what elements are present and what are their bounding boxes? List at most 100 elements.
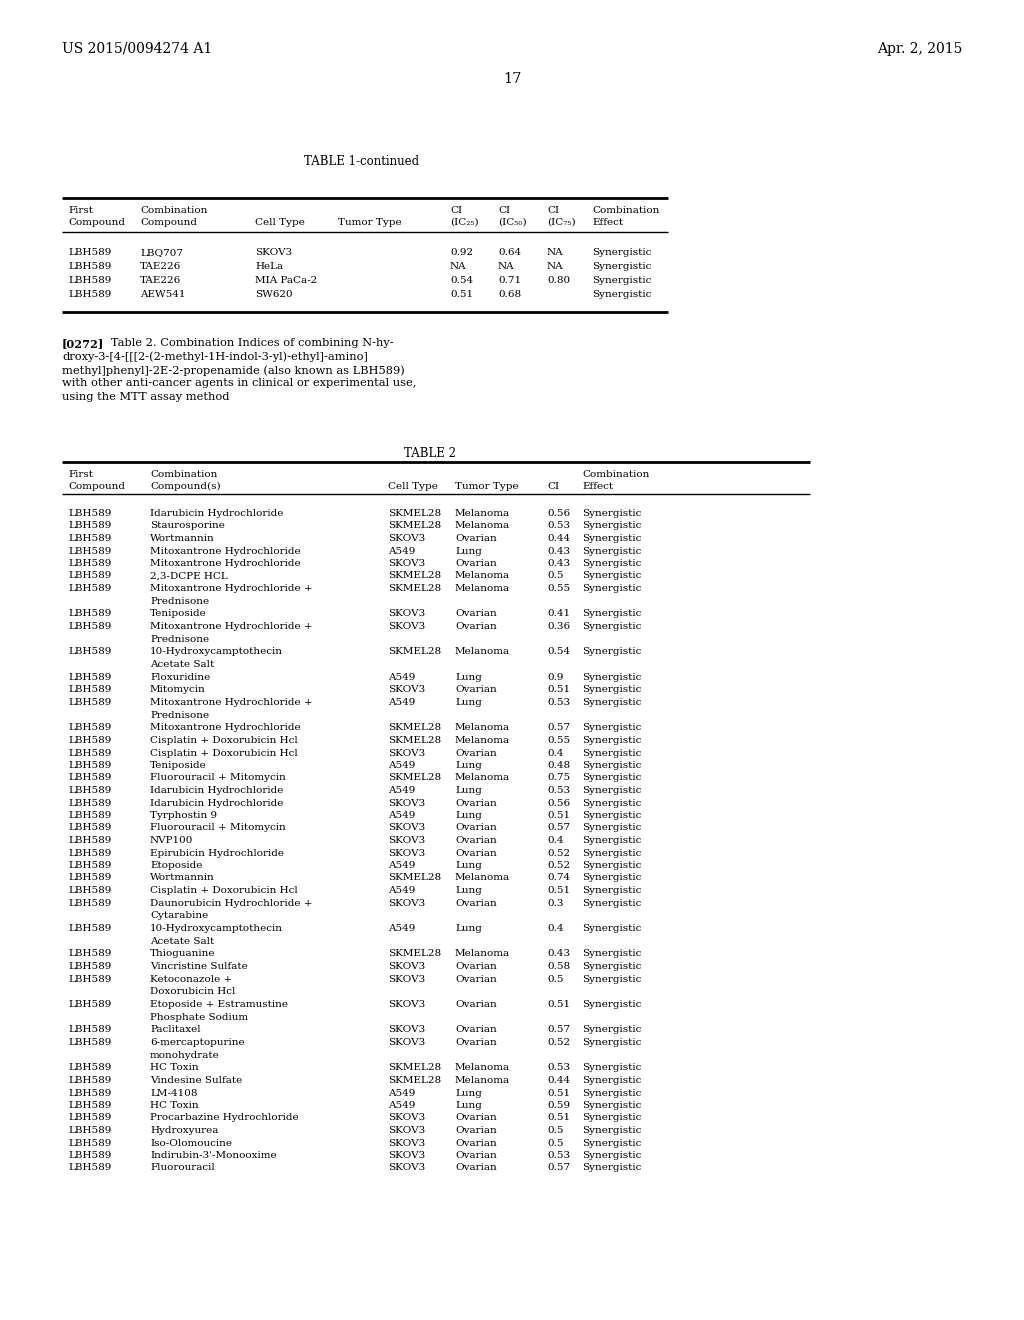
- Text: SKOV3: SKOV3: [388, 974, 425, 983]
- Text: Synergistic: Synergistic: [582, 849, 641, 858]
- Text: 0.59: 0.59: [547, 1101, 570, 1110]
- Text: Synergistic: Synergistic: [582, 1138, 641, 1147]
- Text: LBH589: LBH589: [68, 810, 112, 820]
- Text: LBH589: LBH589: [68, 836, 112, 845]
- Text: AEW541: AEW541: [140, 290, 185, 300]
- Text: Melanoma: Melanoma: [455, 521, 510, 531]
- Text: HC Toxin: HC Toxin: [150, 1064, 199, 1072]
- Text: SKMEL28: SKMEL28: [388, 572, 441, 581]
- Text: SKOV3: SKOV3: [388, 535, 425, 543]
- Text: Synergistic: Synergistic: [582, 673, 641, 682]
- Text: Idarubicin Hydrochloride: Idarubicin Hydrochloride: [150, 799, 284, 808]
- Text: 0.51: 0.51: [450, 290, 473, 300]
- Text: Idarubicin Hydrochloride: Idarubicin Hydrochloride: [150, 510, 284, 517]
- Text: Acetate Salt: Acetate Salt: [150, 660, 214, 669]
- Text: SKOV3: SKOV3: [388, 1026, 425, 1035]
- Text: US 2015/0094274 A1: US 2015/0094274 A1: [62, 42, 212, 55]
- Text: 0.5: 0.5: [547, 572, 563, 581]
- Text: Synergistic: Synergistic: [582, 572, 641, 581]
- Text: 0.48: 0.48: [547, 762, 570, 770]
- Text: LBH589: LBH589: [68, 1163, 112, 1172]
- Text: SKOV3: SKOV3: [388, 1163, 425, 1172]
- Text: Vincristine Sulfate: Vincristine Sulfate: [150, 962, 248, 972]
- Text: LBH589: LBH589: [68, 685, 112, 694]
- Text: LBH589: LBH589: [68, 762, 112, 770]
- Text: Synergistic: Synergistic: [582, 799, 641, 808]
- Text: 0.57: 0.57: [547, 723, 570, 733]
- Text: Ovarian: Ovarian: [455, 558, 497, 568]
- Text: Cisplatin + Doxorubicin Hcl: Cisplatin + Doxorubicin Hcl: [150, 886, 298, 895]
- Text: LBH589: LBH589: [68, 974, 112, 983]
- Text: LBH589: LBH589: [68, 748, 112, 758]
- Text: LBH589: LBH589: [68, 648, 112, 656]
- Text: Mitoxantrone Hydrochloride: Mitoxantrone Hydrochloride: [150, 558, 301, 568]
- Text: Wortmannin: Wortmannin: [150, 535, 215, 543]
- Text: NVP100: NVP100: [150, 836, 194, 845]
- Text: Synergistic: Synergistic: [582, 1114, 641, 1122]
- Text: LBH589: LBH589: [68, 1114, 112, 1122]
- Text: LBH589: LBH589: [68, 849, 112, 858]
- Text: Indirubin-3'-Monooxime: Indirubin-3'-Monooxime: [150, 1151, 276, 1160]
- Text: Idarubicin Hydrochloride: Idarubicin Hydrochloride: [150, 785, 284, 795]
- Text: Ovarian: Ovarian: [455, 824, 497, 833]
- Text: Synergistic: Synergistic: [592, 248, 651, 257]
- Text: 0.51: 0.51: [547, 810, 570, 820]
- Text: Staurosporine: Staurosporine: [150, 521, 225, 531]
- Text: Melanoma: Melanoma: [455, 1064, 510, 1072]
- Text: Lung: Lung: [455, 673, 482, 682]
- Text: Synergistic: Synergistic: [582, 785, 641, 795]
- Text: CI: CI: [450, 206, 462, 215]
- Text: Combination: Combination: [592, 206, 659, 215]
- Text: SKMEL28: SKMEL28: [388, 774, 441, 783]
- Text: Ovarian: Ovarian: [455, 535, 497, 543]
- Text: SKOV3: SKOV3: [388, 799, 425, 808]
- Text: LBH589: LBH589: [68, 962, 112, 972]
- Text: 0.41: 0.41: [547, 610, 570, 619]
- Text: Synergistic: Synergistic: [582, 723, 641, 733]
- Text: SKMEL28: SKMEL28: [388, 1064, 441, 1072]
- Text: Synergistic: Synergistic: [582, 1064, 641, 1072]
- Text: Fluorouracil + Mitomycin: Fluorouracil + Mitomycin: [150, 774, 286, 783]
- Text: Ovarian: Ovarian: [455, 1026, 497, 1035]
- Text: Effect: Effect: [592, 218, 624, 227]
- Text: A549: A549: [388, 810, 416, 820]
- Text: CI: CI: [547, 206, 559, 215]
- Text: HeLa: HeLa: [255, 261, 283, 271]
- Text: Synergistic: Synergistic: [582, 1026, 641, 1035]
- Text: using the MTT assay method: using the MTT assay method: [62, 392, 229, 403]
- Text: 0.43: 0.43: [547, 546, 570, 556]
- Text: 0.53: 0.53: [547, 785, 570, 795]
- Text: droxy-3-[4-[[[2-(2-methyl-1H-indol-3-yl)-ethyl]-amino]: droxy-3-[4-[[[2-(2-methyl-1H-indol-3-yl)…: [62, 351, 368, 362]
- Text: Synergistic: Synergistic: [582, 521, 641, 531]
- Text: Table 2. Combination Indices of combining N-hy-: Table 2. Combination Indices of combinin…: [100, 338, 393, 348]
- Text: Daunorubicin Hydrochloride +: Daunorubicin Hydrochloride +: [150, 899, 312, 908]
- Text: Ovarian: Ovarian: [455, 974, 497, 983]
- Text: LBH589: LBH589: [68, 874, 112, 883]
- Text: 10-Hydroxycamptothecin: 10-Hydroxycamptothecin: [150, 648, 283, 656]
- Text: 0.54: 0.54: [450, 276, 473, 285]
- Text: Synergistic: Synergistic: [582, 924, 641, 933]
- Text: Lung: Lung: [455, 861, 482, 870]
- Text: 0.51: 0.51: [547, 1001, 570, 1008]
- Text: Mitomycin: Mitomycin: [150, 685, 206, 694]
- Text: SKMEL28: SKMEL28: [388, 737, 441, 744]
- Text: Synergistic: Synergistic: [582, 535, 641, 543]
- Text: Synergistic: Synergistic: [582, 648, 641, 656]
- Text: Synergistic: Synergistic: [582, 1126, 641, 1135]
- Text: First: First: [68, 206, 93, 215]
- Text: LBH589: LBH589: [68, 622, 112, 631]
- Text: LBH589: LBH589: [68, 1089, 112, 1097]
- Text: Mitoxantrone Hydrochloride +: Mitoxantrone Hydrochloride +: [150, 583, 312, 593]
- Text: Synergistic: Synergistic: [582, 510, 641, 517]
- Text: HC Toxin: HC Toxin: [150, 1101, 199, 1110]
- Text: 0.44: 0.44: [547, 535, 570, 543]
- Text: 6-mercaptopurine: 6-mercaptopurine: [150, 1038, 245, 1047]
- Text: A549: A549: [388, 762, 416, 770]
- Text: Synergistic: Synergistic: [582, 748, 641, 758]
- Text: A549: A549: [388, 546, 416, 556]
- Text: 0.44: 0.44: [547, 1076, 570, 1085]
- Text: Compound: Compound: [68, 482, 125, 491]
- Text: LBH589: LBH589: [68, 583, 112, 593]
- Text: SKMEL28: SKMEL28: [388, 583, 441, 593]
- Text: 0.55: 0.55: [547, 583, 570, 593]
